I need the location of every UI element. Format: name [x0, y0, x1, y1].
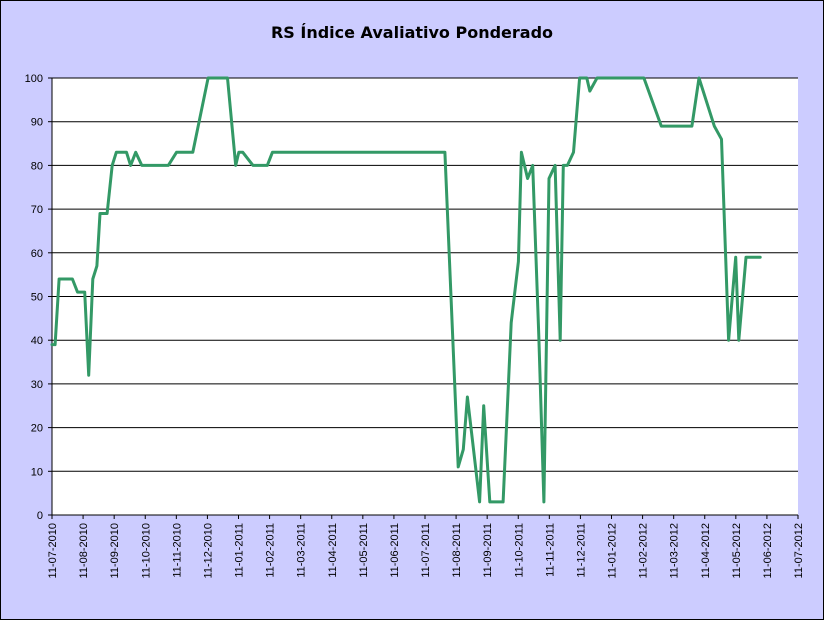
x-tick-label: 11-01-2012 — [607, 523, 619, 578]
y-tick-label: 90 — [31, 117, 43, 129]
x-tick-label: 11-04-2012 — [700, 523, 712, 578]
x-tick-label: 11-09-2011 — [482, 523, 494, 578]
x-tick-label: 11-06-2012 — [762, 523, 774, 578]
x-tick-label: 11-08-2010 — [78, 523, 90, 578]
x-tick-label: 11-02-2011 — [265, 523, 277, 578]
y-tick-label: 60 — [31, 248, 43, 260]
x-tick-label: 11-06-2011 — [389, 523, 401, 578]
y-tick-label: 70 — [31, 204, 43, 216]
x-tick-label: 11-09-2010 — [109, 523, 121, 578]
x-tick-label: 11-11-2011 — [544, 523, 556, 577]
series-line-0 — [50, 76, 762, 504]
x-tick-label: 11-07-2012 — [793, 523, 805, 578]
gridlines — [52, 77, 798, 472]
x-tick-label: 11-10-2010 — [140, 523, 152, 578]
y-tick-label: 40 — [31, 335, 43, 347]
x-tick-label: 11-05-2011 — [358, 523, 370, 578]
x-tick-label: 11-04-2011 — [327, 523, 339, 578]
x-tick-label: 11-08-2011 — [451, 523, 463, 578]
y-tick-label: 30 — [31, 379, 43, 391]
x-axis-ticks: 11-07-2010 11-08-2010 11-09-2010 11-10-2010… — [47, 515, 805, 578]
x-tick-label: 11-10-2011 — [513, 523, 525, 578]
y-tick-label: 80 — [31, 160, 43, 172]
y-tick-label: 10 — [31, 466, 43, 478]
y-tick-label: 50 — [31, 292, 43, 304]
x-tick-label: 11-12-2011 — [575, 523, 587, 578]
x-tick-label: 11-03-2012 — [669, 523, 681, 578]
x-tick-label: 11-05-2012 — [731, 523, 743, 578]
x-tick-label: 11-12-2010 — [202, 523, 214, 578]
y-axis-ticks: 0 10 20 30 40 50 60 70 80 90 100 — [25, 73, 52, 522]
x-tick-label: 11-01-2011 — [234, 523, 246, 578]
x-tick-label: 11-07-2010 — [47, 523, 59, 578]
x-tick-label: 11-03-2011 — [296, 523, 308, 578]
x-tick-label: 11-07-2011 — [420, 523, 432, 578]
x-tick-label: 11-11-2010 — [171, 523, 183, 578]
y-tick-label: 0 — [37, 510, 43, 522]
y-tick-label: 100 — [25, 73, 43, 85]
y-tick-label: 20 — [31, 423, 43, 435]
chart-title: RS Índice Avaliativo Ponderado — [271, 23, 553, 42]
series-group — [50, 76, 762, 504]
x-tick-label: 11-02-2012 — [638, 523, 650, 578]
